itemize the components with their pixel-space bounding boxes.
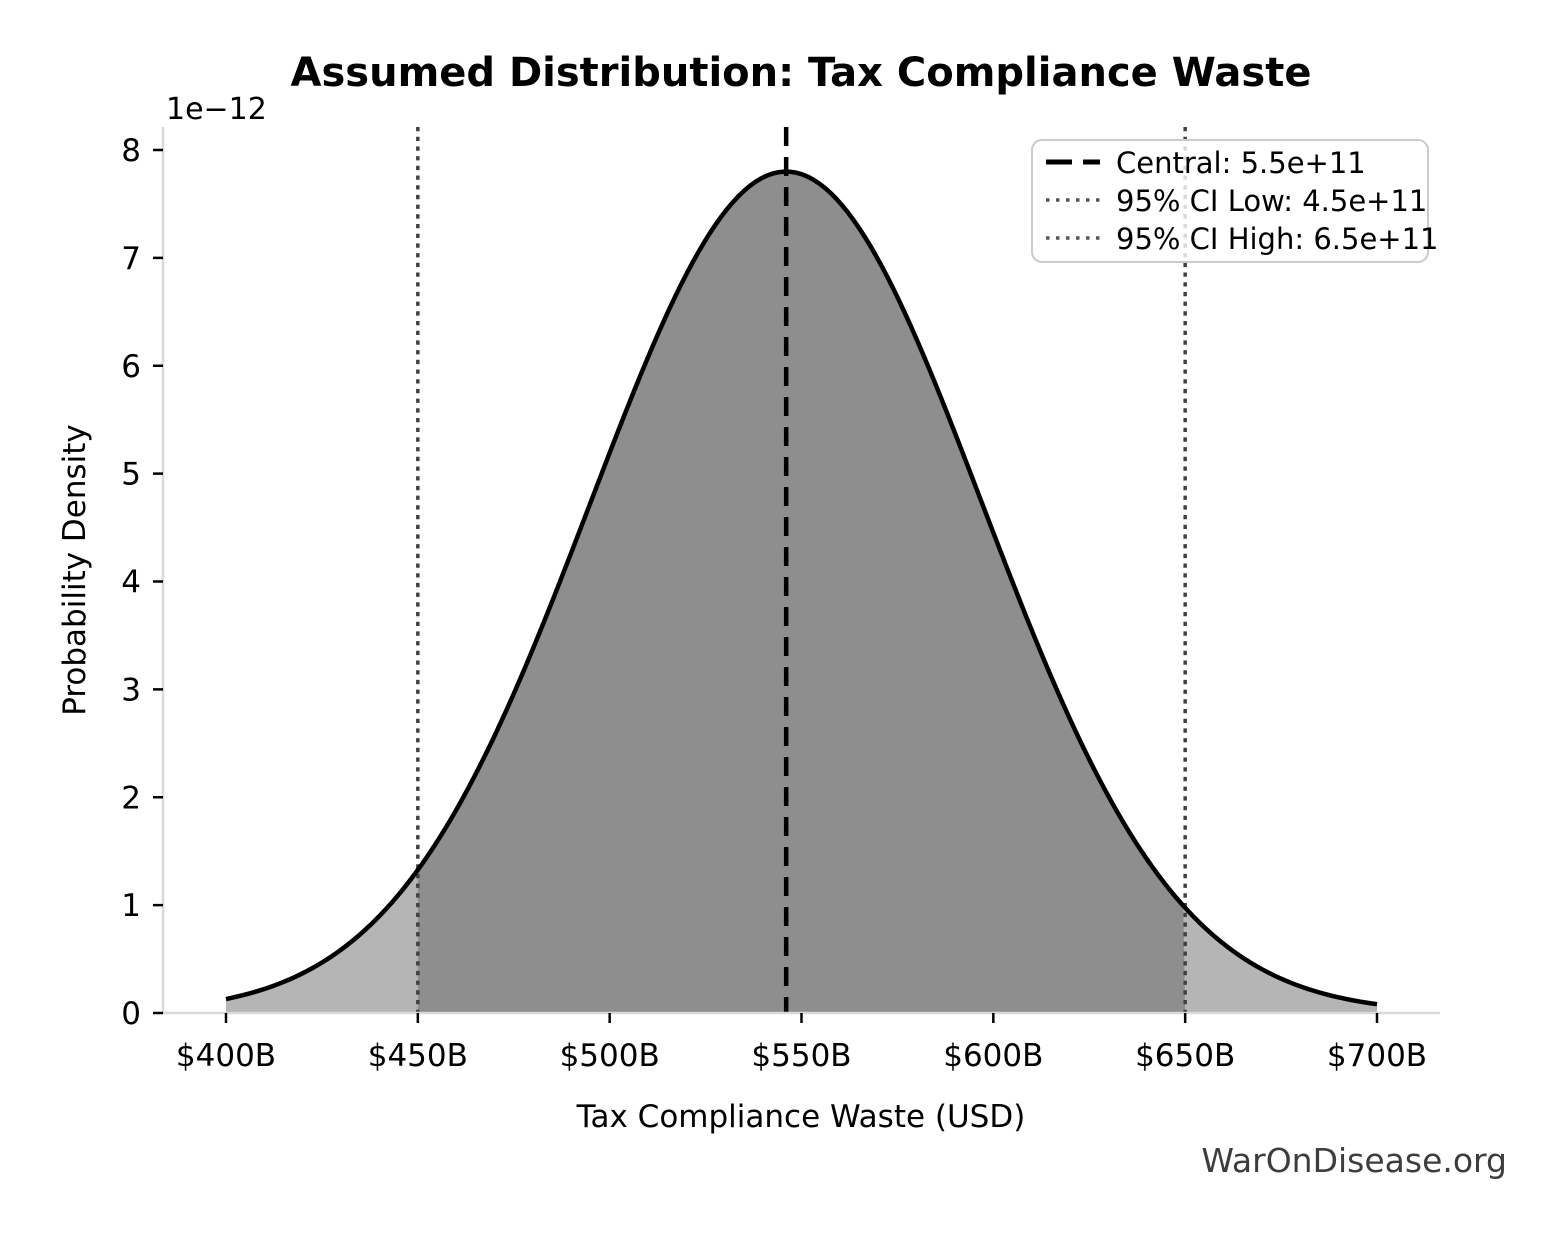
y-axis-ticks: 0 1 2 3 4 5 6 7 8 (121, 133, 163, 1032)
x-tick-label: $700B (1327, 1038, 1427, 1074)
y-axis-label: Probability Density (57, 424, 93, 716)
x-tick-label: $600B (943, 1038, 1043, 1074)
density-curve (225, 169, 1378, 1007)
watermark: WarOnDisease.org (1201, 1141, 1507, 1180)
legend-label-ci-low: 95% CI Low: 4.5e+11 (1116, 184, 1427, 218)
y-tick-label: 8 (121, 133, 141, 169)
x-tick-label: $500B (560, 1038, 660, 1074)
x-axis-label: Tax Compliance Waste (USD) (576, 1099, 1026, 1135)
y-tick-label: 2 (121, 780, 141, 816)
y-axis-offset-label: 1e−12 (166, 92, 267, 127)
x-tick-label: $650B (1135, 1038, 1235, 1074)
y-tick-label: 7 (121, 241, 141, 277)
x-tick-label: $550B (751, 1038, 851, 1074)
x-tick-label: $450B (368, 1038, 468, 1074)
plot-area (225, 127, 1378, 1013)
x-axis-ticks: $400B $450B $500B $550B $600B $650B $700B (176, 1013, 1427, 1074)
y-tick-label: 6 (121, 349, 141, 385)
y-tick-label: 0 (121, 996, 141, 1032)
y-tick-label: 1 (121, 888, 141, 924)
chart-title: Assumed Distribution: Tax Compliance Was… (291, 50, 1312, 96)
legend-label-central: Central: 5.5e+11 (1116, 146, 1366, 180)
y-tick-label: 3 (121, 672, 141, 708)
density-fill-ci-region (417, 171, 1186, 1013)
y-tick-label: 5 (121, 457, 141, 493)
x-tick-label: $400B (176, 1038, 276, 1074)
y-tick-label: 4 (121, 565, 141, 601)
legend-label-ci-high: 95% CI High: 6.5e+11 (1116, 222, 1439, 256)
legend-box (1031, 139, 1429, 263)
legend: Central: 5.5e+11 95% CI Low: 4.5e+11 95%… (1031, 139, 1439, 263)
